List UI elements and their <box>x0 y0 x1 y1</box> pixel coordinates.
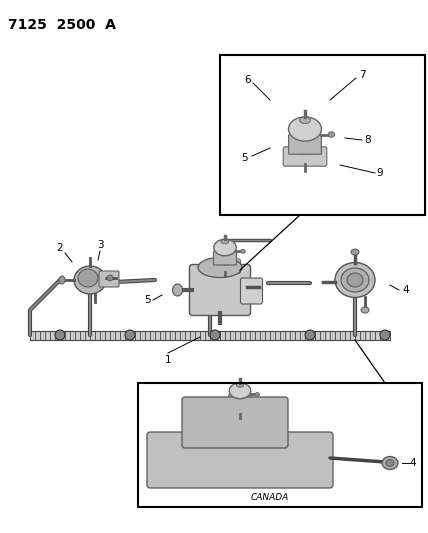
Bar <box>138 383 422 507</box>
Text: 5: 5 <box>242 153 248 163</box>
Ellipse shape <box>328 132 335 138</box>
Text: 6: 6 <box>245 75 251 85</box>
Ellipse shape <box>198 257 242 278</box>
Circle shape <box>107 275 113 281</box>
Ellipse shape <box>78 269 98 287</box>
Ellipse shape <box>386 459 394 466</box>
Ellipse shape <box>236 383 244 387</box>
Ellipse shape <box>227 404 253 413</box>
FancyBboxPatch shape <box>99 271 119 287</box>
Text: 7125  2500  A: 7125 2500 A <box>8 18 116 32</box>
Ellipse shape <box>74 266 106 294</box>
Text: 7: 7 <box>359 70 366 80</box>
Text: 8: 8 <box>365 135 372 145</box>
Bar <box>220 55 425 215</box>
Circle shape <box>210 330 220 340</box>
Ellipse shape <box>229 383 251 399</box>
Text: 4: 4 <box>410 458 416 468</box>
Ellipse shape <box>241 249 245 253</box>
Text: 5: 5 <box>145 295 152 305</box>
Text: 9: 9 <box>377 168 383 178</box>
Circle shape <box>380 330 390 340</box>
Text: 2: 2 <box>56 243 63 253</box>
FancyBboxPatch shape <box>147 432 333 488</box>
FancyBboxPatch shape <box>190 264 250 316</box>
FancyBboxPatch shape <box>209 259 241 273</box>
FancyBboxPatch shape <box>214 251 237 265</box>
Circle shape <box>305 330 315 340</box>
Ellipse shape <box>214 239 236 256</box>
Circle shape <box>125 330 135 340</box>
FancyBboxPatch shape <box>241 278 262 304</box>
Text: 4: 4 <box>403 285 409 295</box>
Ellipse shape <box>335 262 375 297</box>
FancyBboxPatch shape <box>288 135 321 154</box>
FancyBboxPatch shape <box>225 402 255 416</box>
Text: 3: 3 <box>97 240 103 250</box>
Ellipse shape <box>347 273 363 287</box>
Ellipse shape <box>290 136 321 154</box>
Ellipse shape <box>255 393 259 396</box>
Ellipse shape <box>230 396 250 407</box>
Text: CANADA: CANADA <box>251 494 289 503</box>
Ellipse shape <box>341 268 369 292</box>
Ellipse shape <box>59 276 65 284</box>
Ellipse shape <box>172 284 182 296</box>
Polygon shape <box>30 330 390 340</box>
Ellipse shape <box>361 307 369 313</box>
Ellipse shape <box>211 261 238 270</box>
Ellipse shape <box>288 117 321 141</box>
Ellipse shape <box>285 149 325 162</box>
Ellipse shape <box>300 117 310 124</box>
Ellipse shape <box>351 249 359 255</box>
Ellipse shape <box>221 239 229 244</box>
Text: 1: 1 <box>165 355 171 365</box>
Circle shape <box>55 330 65 340</box>
FancyBboxPatch shape <box>283 147 327 166</box>
Ellipse shape <box>382 456 398 470</box>
FancyBboxPatch shape <box>182 397 288 448</box>
FancyBboxPatch shape <box>229 394 251 408</box>
Ellipse shape <box>214 253 235 265</box>
